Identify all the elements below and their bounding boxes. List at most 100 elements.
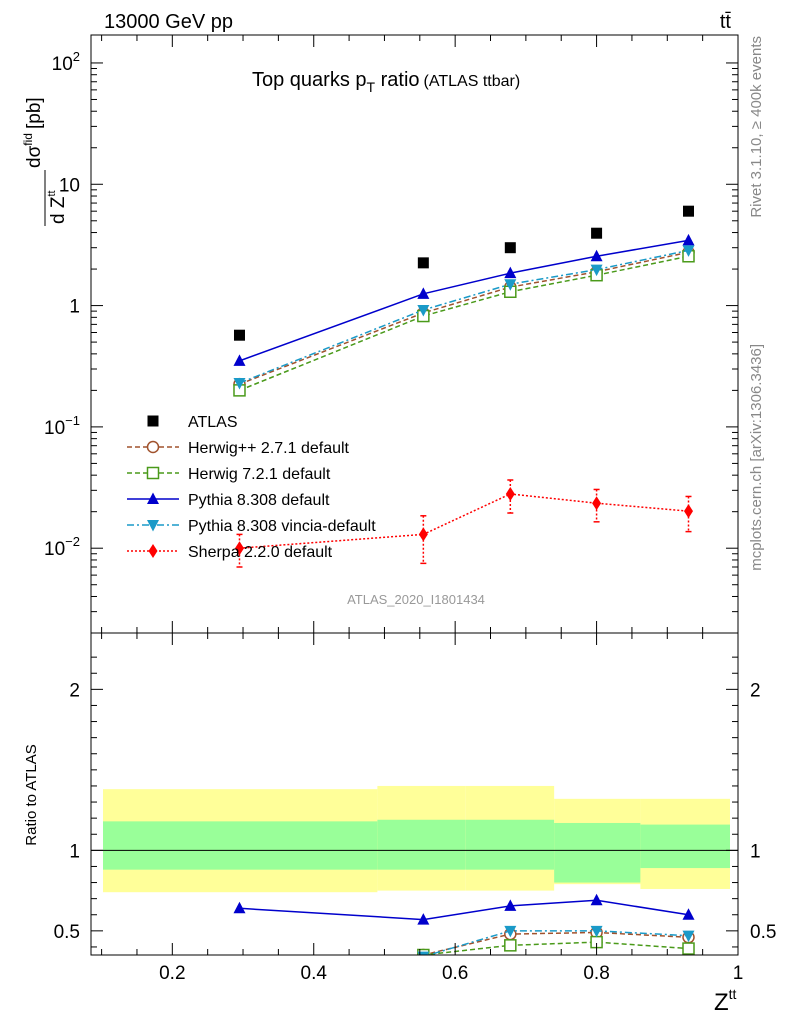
ratio-panel: 0.5 0.5 1 1 2 2 0.2 0.4 0.6 0.8 1 Ratio to ATLAS Z… (23, 632, 776, 1016)
legend-label: ATLAS (188, 414, 238, 431)
ratio-data-point (682, 908, 695, 920)
series-pythia-8-308-vincia-default (233, 245, 695, 390)
legend-marker (146, 440, 160, 454)
ratio-data-point (417, 951, 430, 955)
data-point (504, 242, 516, 254)
data-point (684, 504, 694, 519)
ratio-series-group (233, 893, 695, 981)
ratio-data-point (234, 969, 245, 980)
legend-entry: Sherpa 2.2.0 default (127, 544, 333, 561)
main-y-tick-base: 10 (52, 54, 73, 75)
x-axis-label: Ztt (714, 986, 737, 1016)
stat-uncertainty-band (377, 819, 466, 870)
x-label-main: Z (714, 989, 729, 1016)
ratio-series-pythia-8-308-default (233, 893, 695, 925)
main-y-tick-label: 102 (52, 49, 80, 75)
ratio-data-point (504, 925, 517, 938)
series-herwig-7-2-1-default (233, 250, 695, 397)
legend-entry: Pythia 8.308 default (127, 492, 330, 509)
ratio-y-tick-label-left: 2 (69, 680, 80, 701)
ratio-y-tick-label-left: 0.5 (54, 922, 80, 943)
data-point (505, 486, 515, 501)
series-atlas (233, 205, 695, 341)
main-y-tick-base: 1 (69, 297, 80, 318)
legend-entry: ATLAS (147, 414, 238, 431)
ratio-data-point (682, 930, 695, 943)
data-point (592, 496, 602, 511)
ratio-y-label: Ratio to ATLAS (23, 744, 40, 845)
title-tail: ratio (375, 69, 419, 91)
data-point (504, 266, 517, 279)
ratio-data-point (233, 901, 246, 914)
ratio-y-tick-label-right: 1 (750, 841, 761, 862)
data-point (417, 257, 429, 269)
y-label-den: d Z (48, 196, 69, 224)
ratio-y-tick-label-right: 0.5 (750, 922, 776, 943)
legend: ATLAS Herwig++ 2.7.1 default Herwig 7.2.1 … (127, 414, 376, 561)
x-tick-label: 0.6 (442, 963, 468, 984)
main-y-tick-base: 10 (44, 418, 65, 439)
data-point (233, 378, 246, 390)
y-label-text: dσfid [pb] (21, 97, 45, 168)
series-line (239, 239, 689, 362)
legend-entry: Pythia 8.308 vincia-default (127, 518, 376, 535)
ratio-data-point (504, 939, 517, 952)
main-y-label: dσfid [pb] d Ztt (21, 97, 69, 226)
legend-marker (148, 544, 158, 558)
ratio-data-point (417, 913, 430, 925)
legend-marker (146, 466, 160, 480)
legend-marker (147, 520, 159, 532)
process-label: tt̄ (720, 11, 732, 33)
series-herwig-2-7-1-default (233, 246, 695, 391)
data-point (682, 245, 695, 257)
analysis-id: ATLAS_2020_I1801434 (347, 592, 485, 607)
legend-label: Pythia 8.308 vincia-default (188, 518, 376, 535)
legend-entry: Herwig 7.2.1 default (127, 466, 331, 483)
data-point (234, 541, 244, 556)
ratio-series-line (239, 899, 689, 921)
legend-label: Herwig 7.2.1 default (188, 466, 331, 483)
data-point (417, 287, 430, 299)
legend-marker (147, 492, 159, 504)
series-line (239, 251, 689, 385)
data-point (418, 527, 428, 542)
title-main: Top quarks p (252, 69, 367, 91)
ratio-data-point (233, 969, 245, 981)
ratio-y-tick-label-left: 1 (69, 841, 80, 862)
main-y-tick-exp: 2 (73, 49, 80, 64)
series-pythia-8-308-default (233, 233, 695, 366)
mcplots-label: mcplots.cern.ch [arXiv:1306.3436] (748, 344, 765, 571)
main-series-group (233, 205, 695, 568)
series-line (239, 255, 689, 392)
ratio-series-pythia-8-308-vincia-default (233, 925, 695, 981)
title-sub: T (367, 79, 376, 95)
ratio-y-tick-label-right: 2 (750, 680, 761, 701)
main-y-tick-label: 10−2 (44, 534, 80, 560)
legend-marker (147, 415, 159, 427)
x-label-sup: tt (729, 986, 737, 1002)
x-tick-label: 0.2 (159, 963, 185, 984)
data-point (591, 227, 603, 239)
y-label-unit: [pb] (24, 97, 45, 129)
y-label-den-text: d Ztt (46, 190, 69, 224)
data-point (590, 264, 603, 277)
main-y-tick-base: 10 (44, 539, 65, 560)
x-tick-label: 1 (733, 963, 744, 984)
data-point (417, 304, 430, 317)
legend-label: Pythia 8.308 default (188, 492, 330, 509)
y-label-num: dσ (24, 145, 45, 168)
data-point (682, 233, 695, 246)
legend-entry: Herwig++ 2.7.1 default (127, 440, 350, 457)
x-tick-label: 0.4 (301, 963, 328, 984)
legend-label: Sherpa 2.2.0 default (188, 544, 333, 561)
stat-uncertainty-band (554, 822, 641, 883)
ratio-data-point (234, 970, 245, 981)
data-point (233, 354, 246, 366)
ratio-data-point (590, 925, 603, 938)
main-y-tick-exp: −2 (65, 534, 80, 549)
x-tick-label: 0.8 (583, 963, 609, 984)
series-sherpa-2-2-0-default (234, 479, 694, 568)
ratio-bands (103, 785, 730, 893)
